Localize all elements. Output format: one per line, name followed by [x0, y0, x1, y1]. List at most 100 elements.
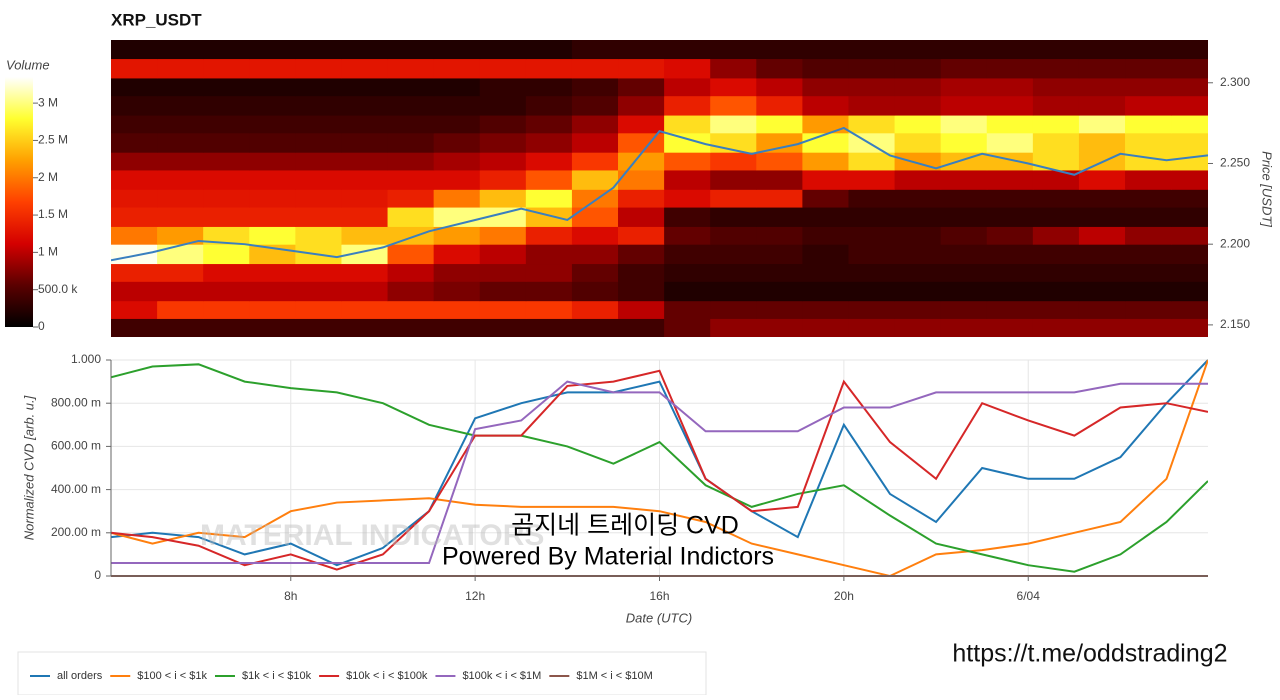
heatmap-cell: [295, 281, 342, 302]
heatmap-cell: [894, 40, 942, 60]
axes: 2.150 2.200 2.250 2.300 0 500.0 k 1 M 1.5 M 2 M 2…: [5, 75, 1250, 682]
heatmap-cell: [479, 318, 527, 337]
heatmap-cell: [479, 40, 527, 60]
x-axis-label: Date (UTC): [626, 610, 692, 625]
heatmap-cell: [1171, 207, 1208, 227]
heatmap-cell: [479, 244, 527, 265]
heatmap-cell: [710, 244, 757, 265]
heatmap-cell: [203, 40, 250, 60]
heatmap-cell: [433, 132, 481, 153]
heatmap-cell: [525, 40, 573, 60]
heatmap-cell: [940, 113, 988, 134]
heatmap-cell: [756, 318, 803, 337]
heatmap-cell: [664, 318, 711, 337]
heatmap-cell: [387, 150, 435, 171]
heatmap-cell: [249, 76, 296, 97]
heatmap-cell: [1171, 281, 1208, 302]
heatmap-cell: [433, 76, 481, 97]
heatmap-cell: [664, 261, 711, 282]
heatmap-cell: [848, 150, 896, 171]
heatmap-cell: [664, 40, 711, 60]
heatmap-cell: [802, 207, 849, 227]
annotation: MATERIAL INDICATORS: [200, 519, 544, 552]
x-tick-label: 16h: [649, 589, 669, 603]
heatmap-cell: [1078, 150, 1126, 171]
heatmap-cell: [525, 207, 573, 227]
colorbar-tick-label: 0: [38, 319, 45, 333]
heatmap-cell: [157, 76, 204, 97]
heatmap-cell: [479, 169, 527, 190]
heatmap-cell: [1032, 169, 1080, 190]
heatmap-cell: [111, 187, 158, 208]
heatmap-cell: [157, 261, 204, 282]
heatmap-cell: [1032, 58, 1080, 79]
heatmap-cell: [249, 113, 296, 134]
heatmap-cell: [387, 169, 435, 190]
heatmap-cell: [618, 299, 665, 319]
heatmap-cell: [802, 281, 849, 302]
heatmap-cell: [848, 299, 896, 319]
heatmap-cell: [387, 187, 435, 208]
heatmap-cell: [525, 113, 573, 134]
heatmap-cell: [203, 76, 250, 97]
colorbar-label: Volume: [6, 57, 50, 72]
x-tick-label: 6/04: [1017, 589, 1041, 603]
heatmap-cell: [1032, 150, 1080, 171]
heatmap-cell: [1125, 40, 1172, 60]
heatmap-cell: [571, 281, 619, 302]
heatmap-cell: [1125, 187, 1172, 208]
heatmap-cell: [1171, 40, 1208, 60]
heatmap-cell: [756, 207, 803, 227]
heatmap-cell: [894, 169, 942, 190]
heatmap-cell: [295, 113, 342, 134]
heatmap-cell: [479, 207, 527, 227]
heatmap-cell: [756, 132, 803, 153]
heatmap-cell: [710, 150, 757, 171]
colorbar-tick-label: 1.5 M: [38, 207, 68, 221]
heatmap-cell: [1171, 113, 1208, 134]
heatmap-cell: [664, 58, 711, 79]
heatmap-cell: [848, 95, 896, 116]
legend-label: $10k < i < $100k: [346, 670, 428, 682]
heatmap-cell: [157, 187, 204, 208]
heatmap-cell: [571, 132, 619, 153]
colorbar-tick-label: 3 M: [38, 95, 58, 109]
heatmap-cell: [1032, 132, 1080, 153]
heatmap-cell: [664, 95, 711, 116]
heatmap-cell: [664, 132, 711, 153]
heatmap-cell: [203, 132, 250, 153]
heatmap-cell: [894, 187, 942, 208]
heatmap-cell: [1125, 132, 1172, 153]
heatmap-cell: [1078, 58, 1126, 79]
footer-link: https://t.me/oddstrading2: [952, 640, 1227, 668]
heatmap-cell: [295, 224, 342, 245]
heatmap-cell: [664, 281, 711, 302]
heatmap-cell: [571, 299, 619, 319]
heatmap-cell: [571, 187, 619, 208]
heatmap-cell: [295, 318, 342, 337]
heatmap-cell: [111, 207, 158, 227]
heatmap-cell: [710, 207, 757, 227]
heatmap-cell: [894, 132, 942, 153]
heatmap-cell: [848, 58, 896, 79]
heatmap-cell: [1032, 261, 1080, 282]
heatmap-cell: [157, 150, 204, 171]
series-line: [111, 359, 1208, 567]
heatmap-cell: [756, 113, 803, 134]
heatmap-cell: [341, 207, 389, 227]
heatmap-cell: [249, 95, 296, 116]
series-line: [111, 363, 1208, 573]
heatmap-cell: [111, 318, 158, 337]
heatmap-cell: [571, 207, 619, 227]
heatmap-cell: [387, 281, 435, 302]
heatmap-cell: [1125, 113, 1172, 134]
heatmap-cell: [479, 224, 527, 245]
heatmap-cell: [756, 299, 803, 319]
heatmap-cell: [986, 261, 1034, 282]
heatmap-cell: [986, 113, 1034, 134]
heatmap-cell: [295, 169, 342, 190]
heatmap-cell: [111, 95, 158, 116]
heatmap-cell: [664, 113, 711, 134]
heatmap-cell: [203, 95, 250, 116]
heatmap-cell: [249, 224, 296, 245]
